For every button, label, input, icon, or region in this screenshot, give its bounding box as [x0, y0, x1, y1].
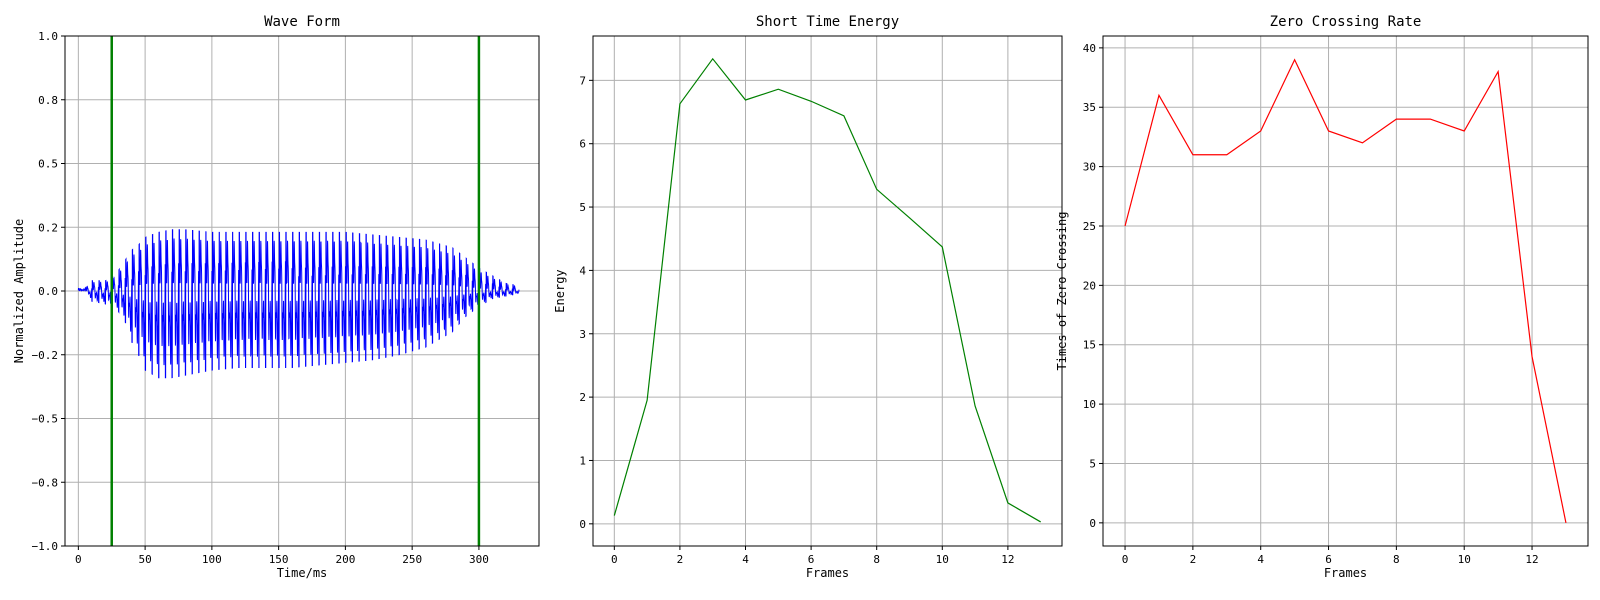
y-axis-label: Normalized Amplitude — [12, 219, 26, 364]
x-tick-label: 8 — [873, 553, 880, 566]
x-tick-label: 12 — [1525, 553, 1538, 566]
y-tick-label: −0.8 — [32, 476, 59, 489]
x-tick-label: 0 — [75, 553, 82, 566]
x-axis-label: Time/ms — [277, 566, 328, 580]
chart-1: 0 50 100 150 200 250 300 −1.0 −0.8 −0.5 −0.2 0.0 0.2… — [12, 14, 540, 580]
y-tick-label: 15 — [1083, 339, 1096, 352]
y-tick-label: 6 — [579, 138, 586, 151]
x-tick-label: 50 — [138, 553, 151, 566]
series-line — [1124, 58, 1567, 523]
plot-area — [613, 57, 1041, 523]
x-axis-label: Frames — [806, 566, 849, 580]
y-tick-label: 25 — [1083, 220, 1096, 233]
x-tick-label: 4 — [742, 553, 749, 566]
x-tick-label: 0 — [1122, 553, 1129, 566]
plot-area — [77, 36, 520, 546]
y-tick-label: 0 — [579, 518, 586, 531]
x-tick-label: 8 — [1393, 553, 1400, 566]
axes-frame — [592, 35, 1063, 547]
y-tick-label: 1 — [579, 454, 586, 467]
x-tick-label: 300 — [469, 553, 489, 566]
x-tick-label: 0 — [611, 553, 618, 566]
x-tick-label: 200 — [335, 553, 355, 566]
x-axis-label: Frames — [1324, 566, 1367, 580]
x-tick-label: 4 — [1257, 553, 1264, 566]
x-tick-label: 2 — [1190, 553, 1197, 566]
y-tick-label: 0.8 — [38, 94, 58, 107]
waveform-series-line — [77, 229, 520, 379]
x-tick-label: 2 — [677, 553, 684, 566]
y-tick-label: 5 — [1089, 457, 1096, 470]
x-tick-label: 6 — [1325, 553, 1332, 566]
y-tick-label: 40 — [1083, 42, 1096, 55]
y-tick-label: 20 — [1083, 279, 1096, 292]
y-tick-label: 4 — [579, 264, 586, 277]
y-tick-label: 7 — [579, 74, 586, 87]
x-tick-label: 12 — [1001, 553, 1014, 566]
y-tick-label: 30 — [1083, 161, 1096, 174]
chart-title: Wave Form — [264, 14, 340, 30]
x-tick-label: 100 — [202, 553, 222, 566]
chart-3: 0 2 4 6 8 10 12 0 5 10 15 20 25 30 35 40 Zero Crossing R… — [1055, 14, 1589, 580]
y-tick-label: 0.2 — [38, 221, 58, 234]
chart-title: Short Time Energy — [756, 14, 899, 30]
axes-frame — [1102, 35, 1589, 547]
y-tick-label: 2 — [579, 391, 586, 404]
x-tick-label: 6 — [808, 553, 815, 566]
x-tick-label: 150 — [269, 553, 289, 566]
x-tick-label: 10 — [936, 553, 949, 566]
y-axis-label: Energy — [553, 269, 567, 312]
series-line — [613, 57, 1041, 523]
y-tick-label: 1.0 — [38, 30, 58, 43]
y-tick-label: 3 — [579, 328, 586, 341]
x-tick-label: 250 — [402, 553, 422, 566]
y-tick-label: 5 — [579, 201, 586, 214]
plot-area — [1124, 58, 1567, 523]
y-tick-label: 0.5 — [38, 158, 58, 171]
y-axis-label: Times of Zero Crossing — [1055, 212, 1069, 371]
x-tick-label: 10 — [1458, 553, 1471, 566]
chart-title: Zero Crossing Rate — [1270, 14, 1422, 30]
y-tick-label: 35 — [1083, 101, 1096, 114]
y-tick-label: 0.0 — [38, 285, 58, 298]
y-tick-label: 0 — [1089, 517, 1096, 530]
y-tick-label: −0.2 — [32, 349, 59, 362]
y-tick-label: −0.5 — [32, 413, 59, 426]
y-tick-label: 10 — [1083, 398, 1096, 411]
y-tick-label: −1.0 — [32, 540, 59, 553]
